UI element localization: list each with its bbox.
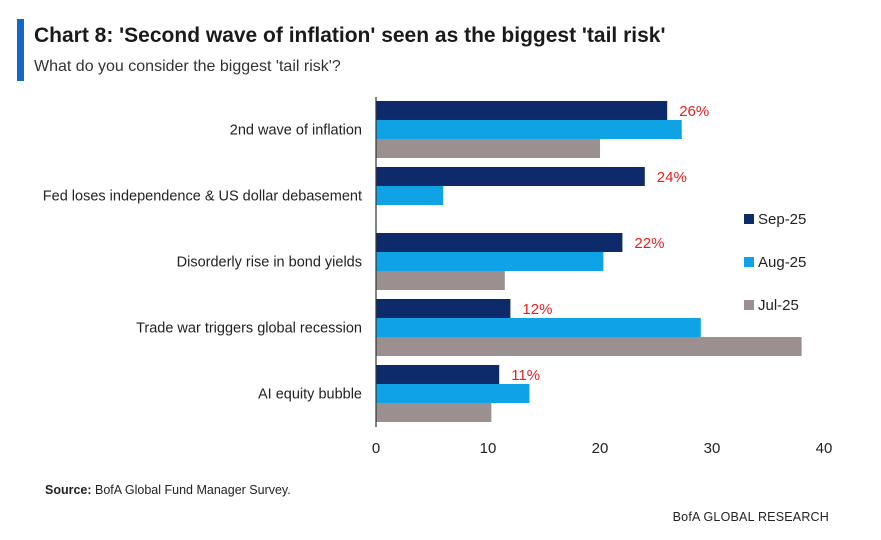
x-tick-label-3: 30 [704, 440, 721, 457]
source-text: BofA Global Fund Manager Survey. [91, 483, 291, 497]
data-label-3: 12% [522, 301, 552, 318]
category-label-1: Fed loses independence & US dollar debas… [43, 189, 362, 205]
data-label-2: 22% [634, 235, 664, 252]
bar-jul-25-3 [376, 337, 802, 356]
chart-title: Chart 8: 'Second wave of inflation' seen… [34, 24, 666, 47]
bar-aug-25-0 [376, 120, 682, 139]
bar-aug-25-1 [376, 186, 444, 205]
bar-sep-25-2 [376, 233, 623, 252]
brand-footer: BofA GLOBAL RESEARCH [672, 510, 829, 524]
chart-subtitle: What do you consider the biggest 'tail r… [34, 58, 341, 75]
legend-swatch-sep-25 [744, 214, 754, 224]
bar-aug-25-3 [376, 318, 701, 337]
bar-jul-25-0 [376, 139, 600, 158]
legend-label-aug-25: Aug-25 [758, 254, 806, 271]
source-label: Source: [45, 483, 92, 497]
bar-sep-25-0 [376, 101, 668, 120]
x-tick-label-1: 10 [480, 440, 497, 457]
bar-sep-25-4 [376, 365, 500, 384]
bar-jul-25-4 [376, 403, 492, 422]
bar-sep-25-1 [376, 167, 645, 186]
category-label-4: AI equity bubble [258, 387, 362, 403]
category-label-2: Disorderly rise in bond yields [177, 255, 362, 271]
legend-label-sep-25: Sep-25 [758, 211, 806, 228]
bar-jul-25-2 [376, 271, 505, 290]
source-note: Source: BofA Global Fund Manager Survey. [45, 483, 291, 497]
legend-label-jul-25: Jul-25 [758, 297, 799, 314]
bar-sep-25-3 [376, 299, 511, 318]
x-tick-label-4: 40 [816, 440, 833, 457]
data-label-1: 24% [657, 169, 687, 186]
title-accent-bar [17, 19, 24, 81]
legend-swatch-jul-25 [744, 300, 754, 310]
x-tick-label-2: 20 [592, 440, 609, 457]
legend-swatch-aug-25 [744, 257, 754, 267]
category-label-3: Trade war triggers global recession [136, 321, 362, 337]
data-label-0: 26% [679, 103, 709, 120]
data-label-4: 11% [511, 367, 540, 384]
bar-aug-25-2 [376, 252, 604, 271]
x-tick-label-0: 0 [372, 440, 380, 457]
bar-aug-25-4 [376, 384, 530, 403]
category-label-0: 2nd wave of inflation [230, 123, 362, 139]
